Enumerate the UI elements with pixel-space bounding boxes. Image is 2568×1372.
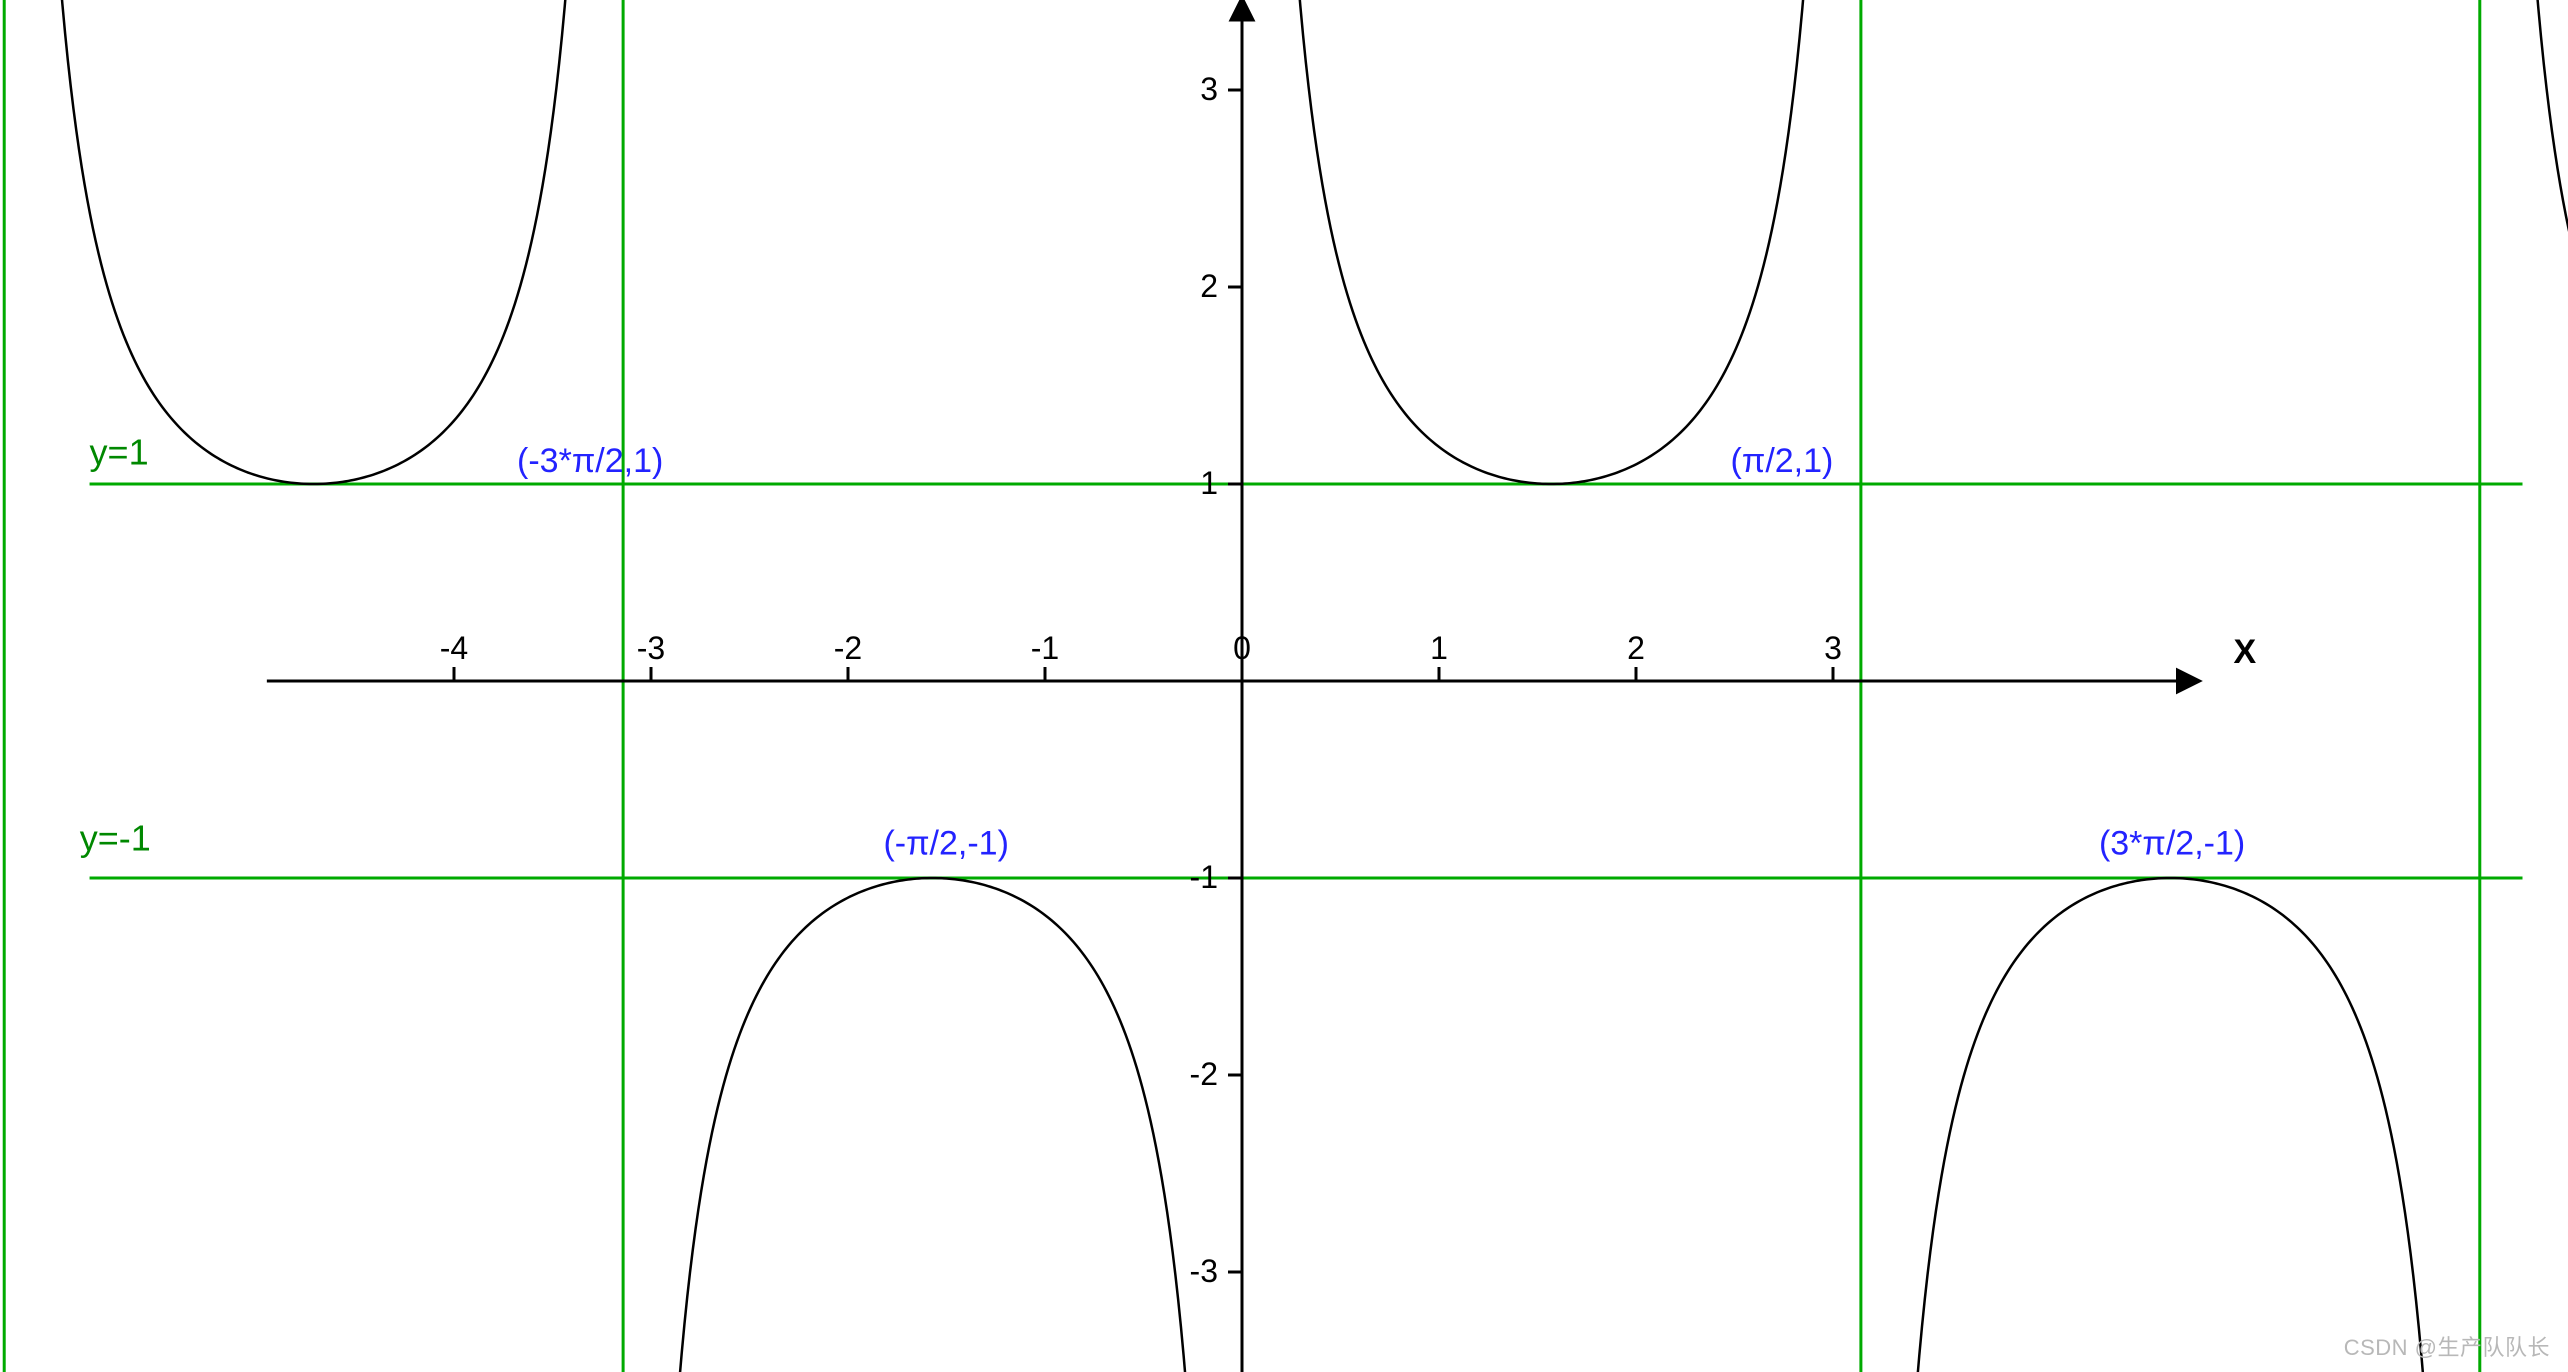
csc-curve-segment <box>7 0 618 484</box>
y-tick-label: 2 <box>1200 268 1218 304</box>
csc-curve-segment <box>1866 878 2477 1372</box>
y-tick-label: 3 <box>1200 71 1218 107</box>
watermark-text: CSDN @生产队队长 <box>2344 1330 2550 1362</box>
y-tick-label: -1 <box>1190 859 1218 895</box>
x-tick-label: -2 <box>834 630 862 666</box>
point-label: (π/2,1) <box>1731 442 1834 480</box>
y-tick-label: 1 <box>1200 465 1218 501</box>
x-tick-label: 0 <box>1233 630 1251 666</box>
x-tick-label: 3 <box>1824 630 1842 666</box>
x-tick-label: -4 <box>440 630 468 666</box>
point-label: (-π/2,-1) <box>883 824 1008 862</box>
csc-curve-segment <box>0 878 1 1372</box>
point-label: (3*π/2,-1) <box>2099 824 2245 862</box>
x-tick-label: 1 <box>1430 630 1448 666</box>
x-tick-label: -1 <box>1031 630 1059 666</box>
y-tick-label: -2 <box>1190 1056 1218 1092</box>
csc-curve-segment <box>629 878 1236 1372</box>
csc-graph: -4-3-2-10123-4-3-2-1123X(-3*π/2,1)(π/2,1… <box>0 0 2568 1372</box>
annotation-label: y=-1 <box>80 817 151 858</box>
x-tick-label: -3 <box>637 630 665 666</box>
point-label: (-3*π/2,1) <box>517 442 663 480</box>
x-axis-label: X <box>2233 633 2256 671</box>
csc-curve-segment <box>2483 0 2568 484</box>
y-tick-label: -3 <box>1190 1253 1218 1289</box>
csc-curve-segment <box>1248 0 1855 484</box>
x-tick-label: 2 <box>1627 630 1645 666</box>
annotation-label: y=1 <box>90 431 149 472</box>
